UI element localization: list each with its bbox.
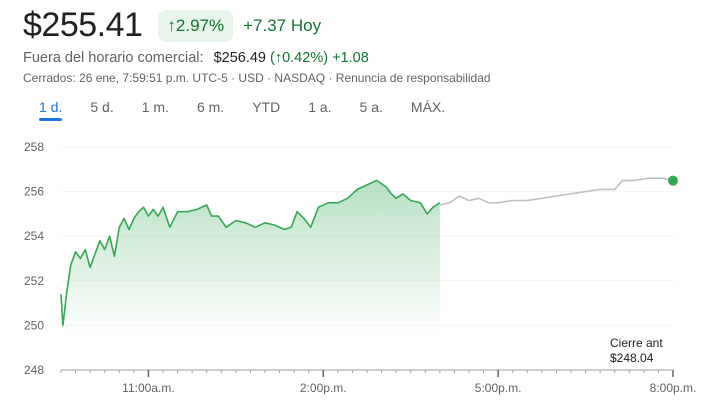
y-tick-label: 252 — [24, 274, 44, 288]
tab-4[interactable]: YTD — [252, 99, 281, 115]
latest-price-dot — [668, 175, 678, 186]
after-hours-abs: +1.08 — [332, 50, 369, 66]
tab-1[interactable]: 5 d. — [90, 99, 114, 115]
quote-header: $255.41 ↑2.97% +7.37 Hoy — [23, 6, 321, 45]
x-tick-label: 11:00a.m. — [122, 381, 174, 395]
tab-0[interactable]: 1 d. — [25, 99, 76, 121]
after-hours-label: Fuera del horario comercial: — [23, 50, 204, 66]
x-tick-label: 5:00p.m. — [475, 381, 522, 395]
previous-close: Cierre ant $248.04 — [610, 336, 663, 366]
market-meta: Cerrados: 26 ene, 7:59:51 p.m. UTC-5 · U… — [23, 71, 491, 85]
arrow-up-icon: ↑ — [167, 15, 176, 35]
after-hours-row: Fuera del horario comercial: $256.49 (↑0… — [23, 50, 369, 66]
change-percent-badge: ↑2.97% — [158, 9, 234, 42]
tab-3[interactable]: 6 m. — [196, 99, 225, 115]
current-price: $255.41 — [23, 6, 143, 44]
after-hours-line — [439, 177, 674, 206]
range-tabs: 1 d. 5 d. 1 m. 6 m. YTD 1 a. 5 a. MÁX. — [25, 99, 459, 121]
y-tick-label: 254 — [24, 229, 44, 243]
regular-session-area — [61, 180, 440, 334]
regular-session-line — [60, 179, 441, 327]
previous-close-value: $248.04 — [610, 351, 654, 365]
y-tick-label: 248 — [24, 363, 44, 377]
change-absolute: +7.37 Hoy — [243, 15, 322, 35]
y-tick-label: 250 — [24, 318, 44, 332]
tab-5[interactable]: 1 a. — [308, 99, 332, 115]
y-tick-label: 258 — [24, 140, 44, 154]
previous-close-label: Cierre ant — [610, 336, 663, 350]
tab-7[interactable]: MÁX. — [410, 99, 446, 115]
x-tick-label: 8:00p.m. — [650, 381, 697, 395]
tab-2[interactable]: 1 m. — [141, 99, 169, 115]
after-hours-pct: (↑0.42%) — [270, 50, 329, 66]
x-tick-label: 2:00p.m. — [300, 381, 347, 395]
y-tick-label: 256 — [24, 185, 44, 199]
tab-6[interactable]: 5 a. — [359, 99, 383, 115]
after-hours-price: $256.49 — [213, 50, 266, 66]
